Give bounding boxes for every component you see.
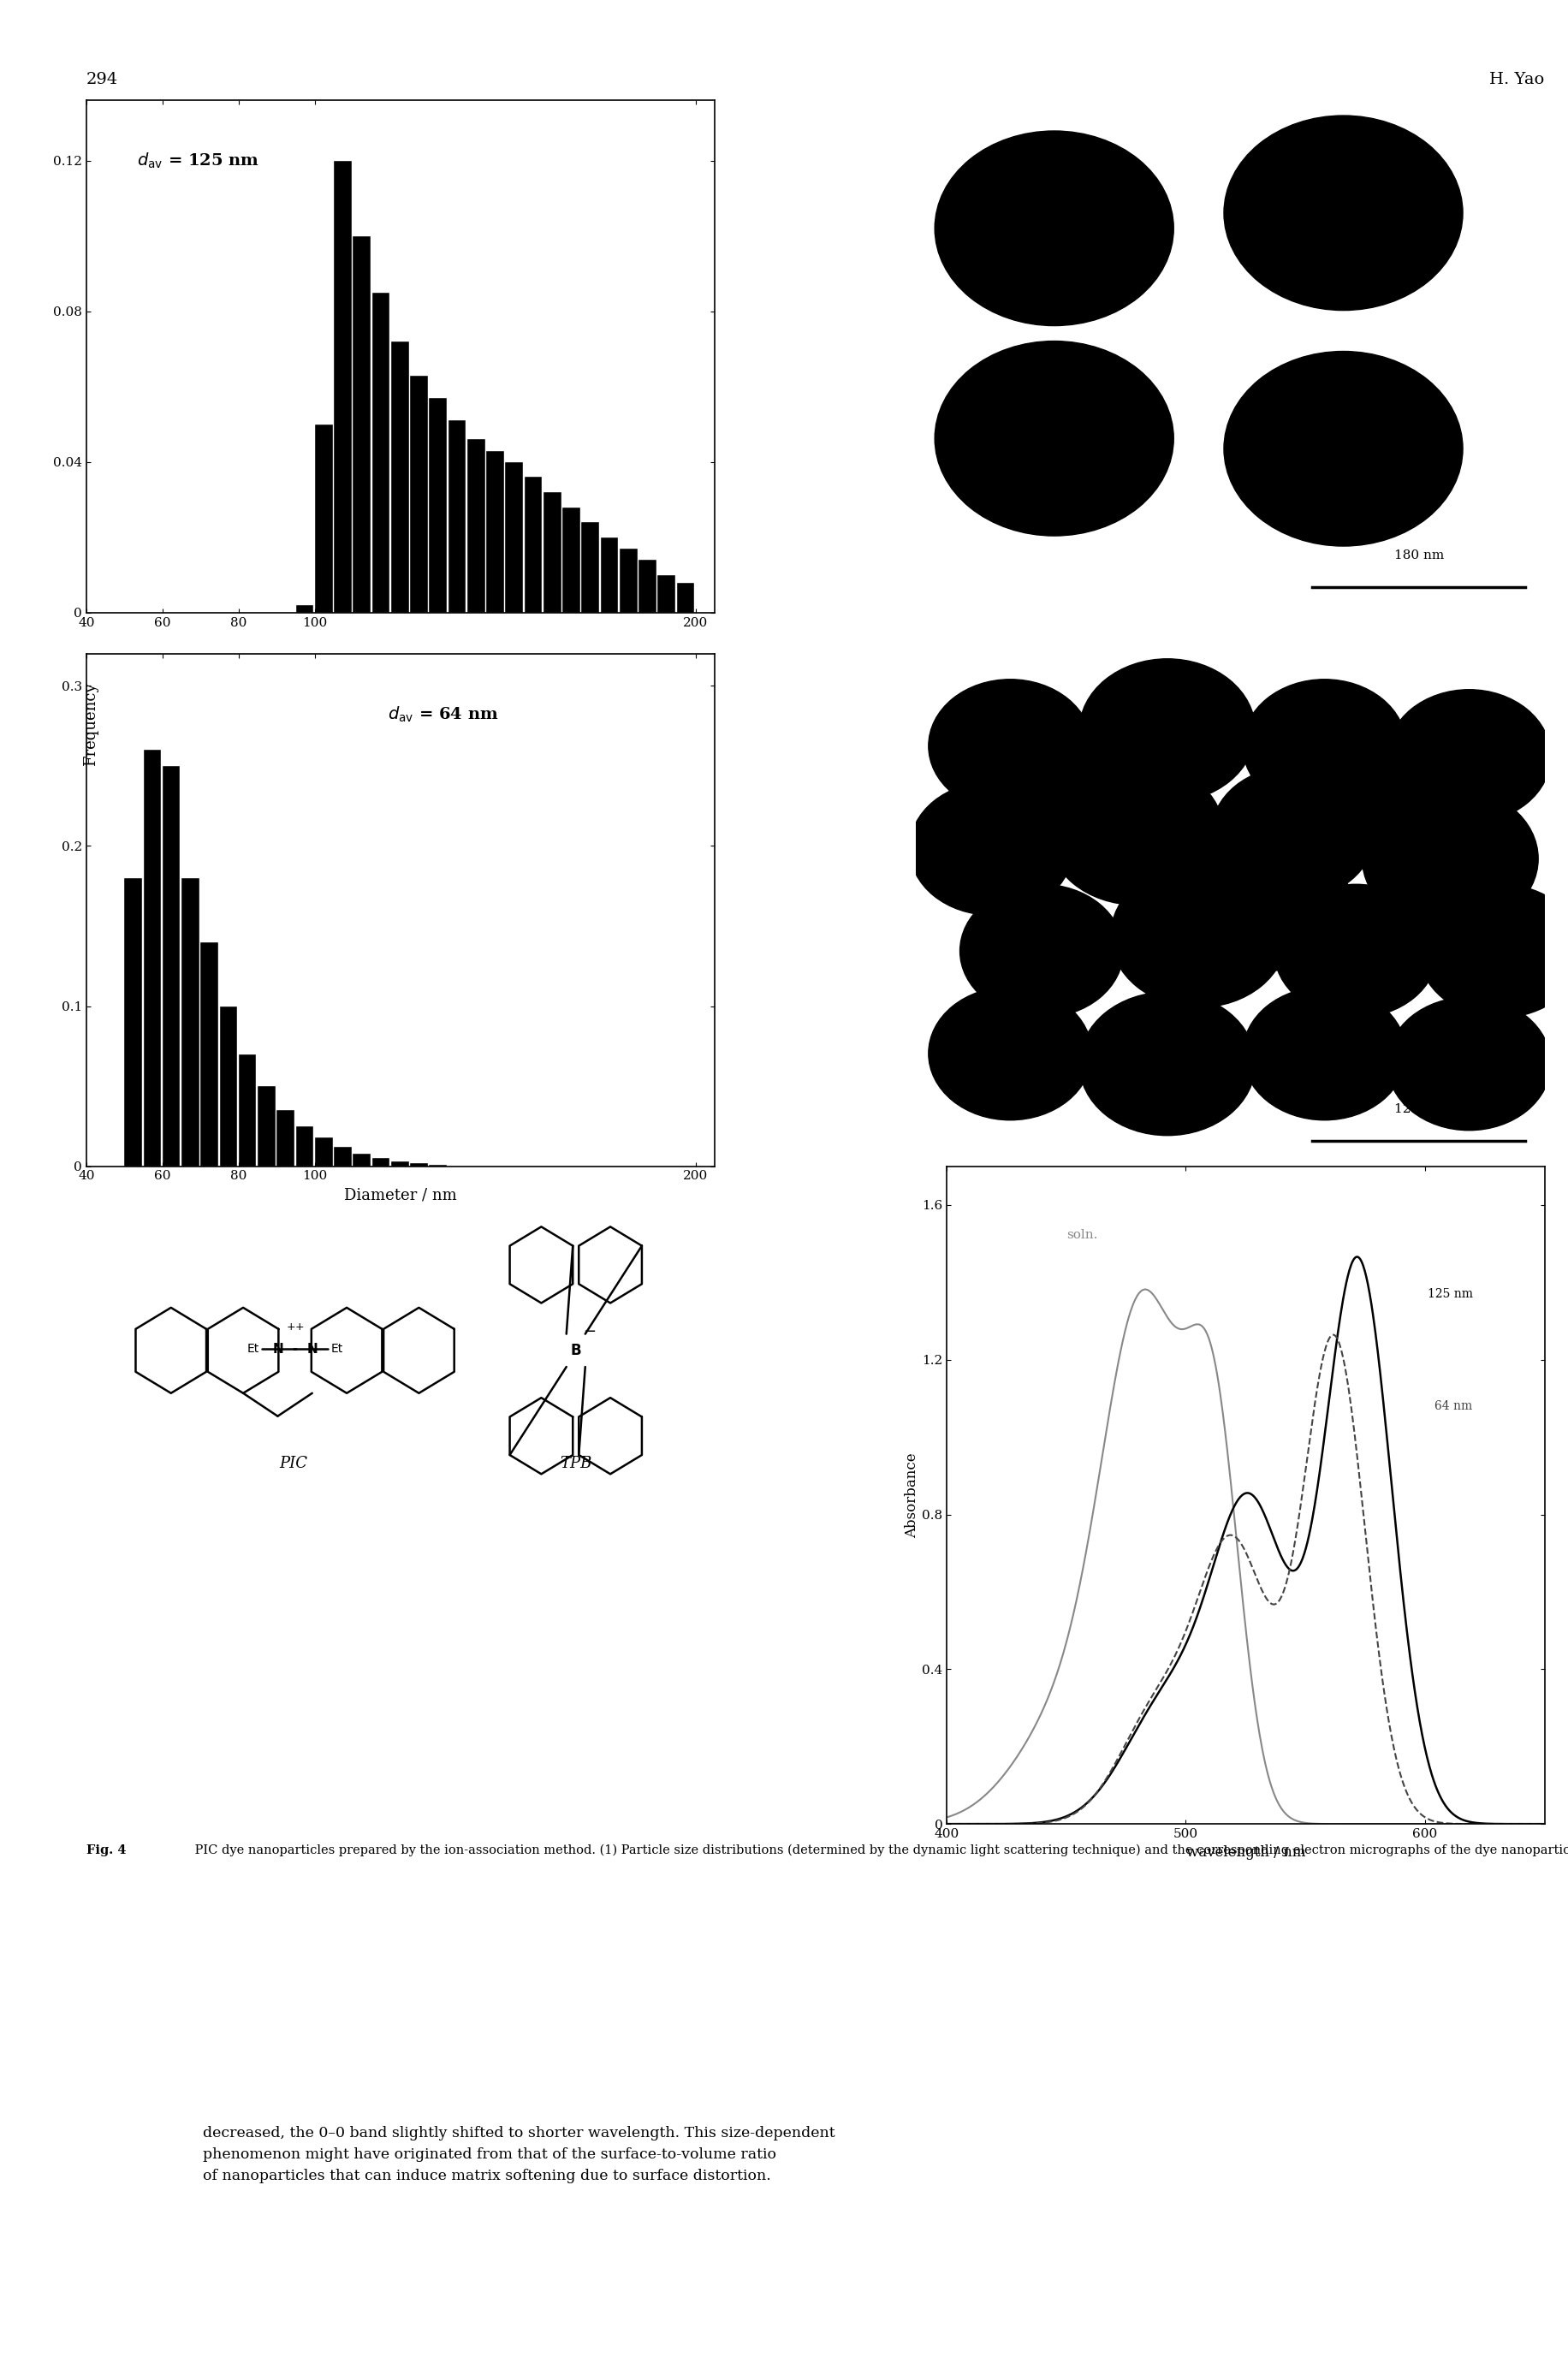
Bar [220,1007,237,1166]
Circle shape [928,988,1091,1121]
Circle shape [1212,767,1375,900]
Circle shape [935,131,1173,325]
Bar [524,477,543,613]
X-axis label: Diameter / nm: Diameter / nm [343,1188,456,1202]
Bar [677,582,695,613]
Text: +: + [295,1323,304,1332]
Text: 64 nm: 64 nm [1435,1401,1472,1413]
X-axis label: wavelength / nm: wavelength / nm [1185,1845,1305,1860]
Circle shape [1388,689,1551,822]
Bar [334,1147,351,1166]
Bar [143,750,162,1166]
Bar [486,451,503,613]
Circle shape [1275,884,1438,1016]
Bar [582,522,599,613]
Text: Frequency: Frequency [83,682,99,767]
Text: 125 nm: 125 nm [1394,1102,1444,1114]
Circle shape [928,679,1091,812]
Circle shape [1243,988,1406,1121]
Circle shape [960,884,1123,1016]
Text: 180 nm: 180 nm [1394,549,1444,560]
Text: 294: 294 [86,71,118,88]
Bar [563,508,580,613]
Circle shape [1173,829,1350,971]
Circle shape [1110,864,1287,1007]
Bar [201,943,218,1166]
Bar [638,560,657,613]
Circle shape [1419,884,1568,1016]
Bar [467,439,485,613]
Bar [372,292,390,613]
Bar [372,1159,390,1166]
Circle shape [935,342,1173,537]
Circle shape [1388,998,1551,1131]
Bar [657,575,676,613]
Bar [505,463,524,613]
Circle shape [1225,116,1463,311]
Bar [334,162,351,613]
Bar [238,1054,256,1166]
Bar [276,1109,295,1166]
Text: soln.: soln. [1066,1230,1098,1242]
Text: −: − [583,1325,596,1339]
Circle shape [1225,352,1463,546]
Text: PIC: PIC [279,1456,307,1470]
Bar [257,1085,276,1166]
Text: N: N [273,1342,284,1356]
Text: TEM images: TEM images [1163,1197,1297,1216]
Text: PIC dye nanoparticles prepared by the ion-association method. (1) Particle size : PIC dye nanoparticles prepared by the io… [191,1843,1568,1857]
Text: +: + [287,1323,295,1332]
Bar [315,1138,332,1166]
Circle shape [1363,786,1538,931]
Text: 125 nm: 125 nm [1427,1287,1472,1302]
Bar [182,879,199,1166]
Text: $d_{\rm av}$ = 64 nm: $d_{\rm av}$ = 64 nm [387,705,499,724]
Bar [544,492,561,613]
Text: N: N [307,1342,318,1356]
Circle shape [1325,732,1488,864]
Bar [296,606,314,613]
Bar [390,1161,409,1166]
Circle shape [1047,762,1225,905]
Text: $d_{\rm av}$ = 125 nm: $d_{\rm av}$ = 125 nm [136,152,259,171]
Text: Et: Et [331,1344,343,1356]
Bar [430,399,447,613]
Bar [448,420,466,613]
Text: Et: Et [246,1344,259,1356]
Bar [353,1154,370,1166]
Bar [296,1126,314,1166]
Text: TPB: TPB [560,1456,591,1470]
Circle shape [1079,658,1256,803]
Y-axis label: Absorbance: Absorbance [905,1454,919,1537]
Text: Fig. 4: Fig. 4 [86,1843,125,1857]
Bar [124,879,143,1166]
Text: B: B [571,1342,582,1358]
Bar [353,235,370,613]
Bar [619,549,637,613]
Bar [163,765,180,1166]
Circle shape [1079,993,1256,1135]
Bar [411,375,428,613]
Text: H. Yao: H. Yao [1490,71,1544,88]
Circle shape [1243,679,1406,812]
Circle shape [909,781,1073,914]
Bar [315,425,332,613]
Bar [411,1164,428,1166]
Circle shape [1010,732,1173,864]
Text: decreased, the 0–0 band slightly shifted to shorter wavelength. This size-depend: decreased, the 0–0 band slightly shifted… [202,2126,836,2183]
Bar [601,537,618,613]
Bar [390,342,409,613]
